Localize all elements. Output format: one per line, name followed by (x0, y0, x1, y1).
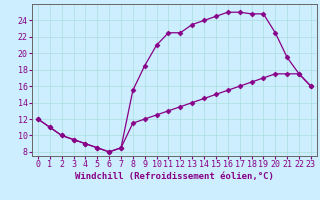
X-axis label: Windchill (Refroidissement éolien,°C): Windchill (Refroidissement éolien,°C) (75, 172, 274, 181)
